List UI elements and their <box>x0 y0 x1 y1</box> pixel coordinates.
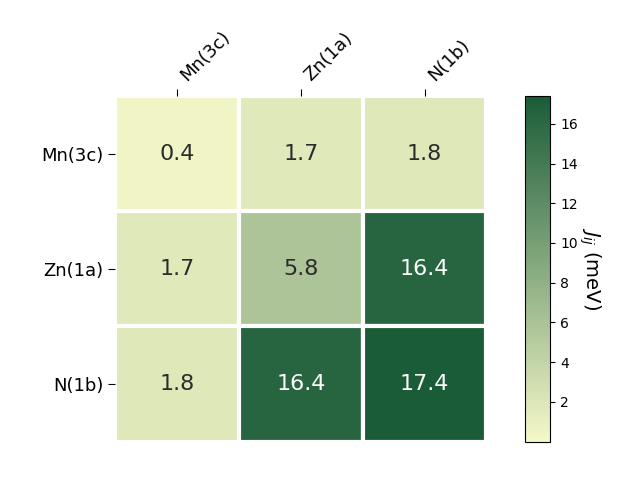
Bar <box>363 326 486 442</box>
Bar <box>115 326 239 442</box>
Text: 16.4: 16.4 <box>400 259 449 279</box>
Text: 5.8: 5.8 <box>283 259 319 279</box>
Bar <box>239 211 363 326</box>
Text: 0.4: 0.4 <box>159 144 195 164</box>
Text: 1.8: 1.8 <box>159 374 195 394</box>
Bar <box>363 96 486 211</box>
Text: 16.4: 16.4 <box>276 374 326 394</box>
Text: 17.4: 17.4 <box>400 374 449 394</box>
Bar <box>239 96 363 211</box>
Bar <box>115 96 239 211</box>
Y-axis label: $J_{ij}$ (meV): $J_{ij}$ (meV) <box>577 227 603 311</box>
Text: 1.7: 1.7 <box>283 144 319 164</box>
Bar <box>363 211 486 326</box>
Bar <box>239 326 363 442</box>
Text: 1.7: 1.7 <box>159 259 195 279</box>
Bar <box>115 211 239 326</box>
Text: 1.8: 1.8 <box>407 144 442 164</box>
